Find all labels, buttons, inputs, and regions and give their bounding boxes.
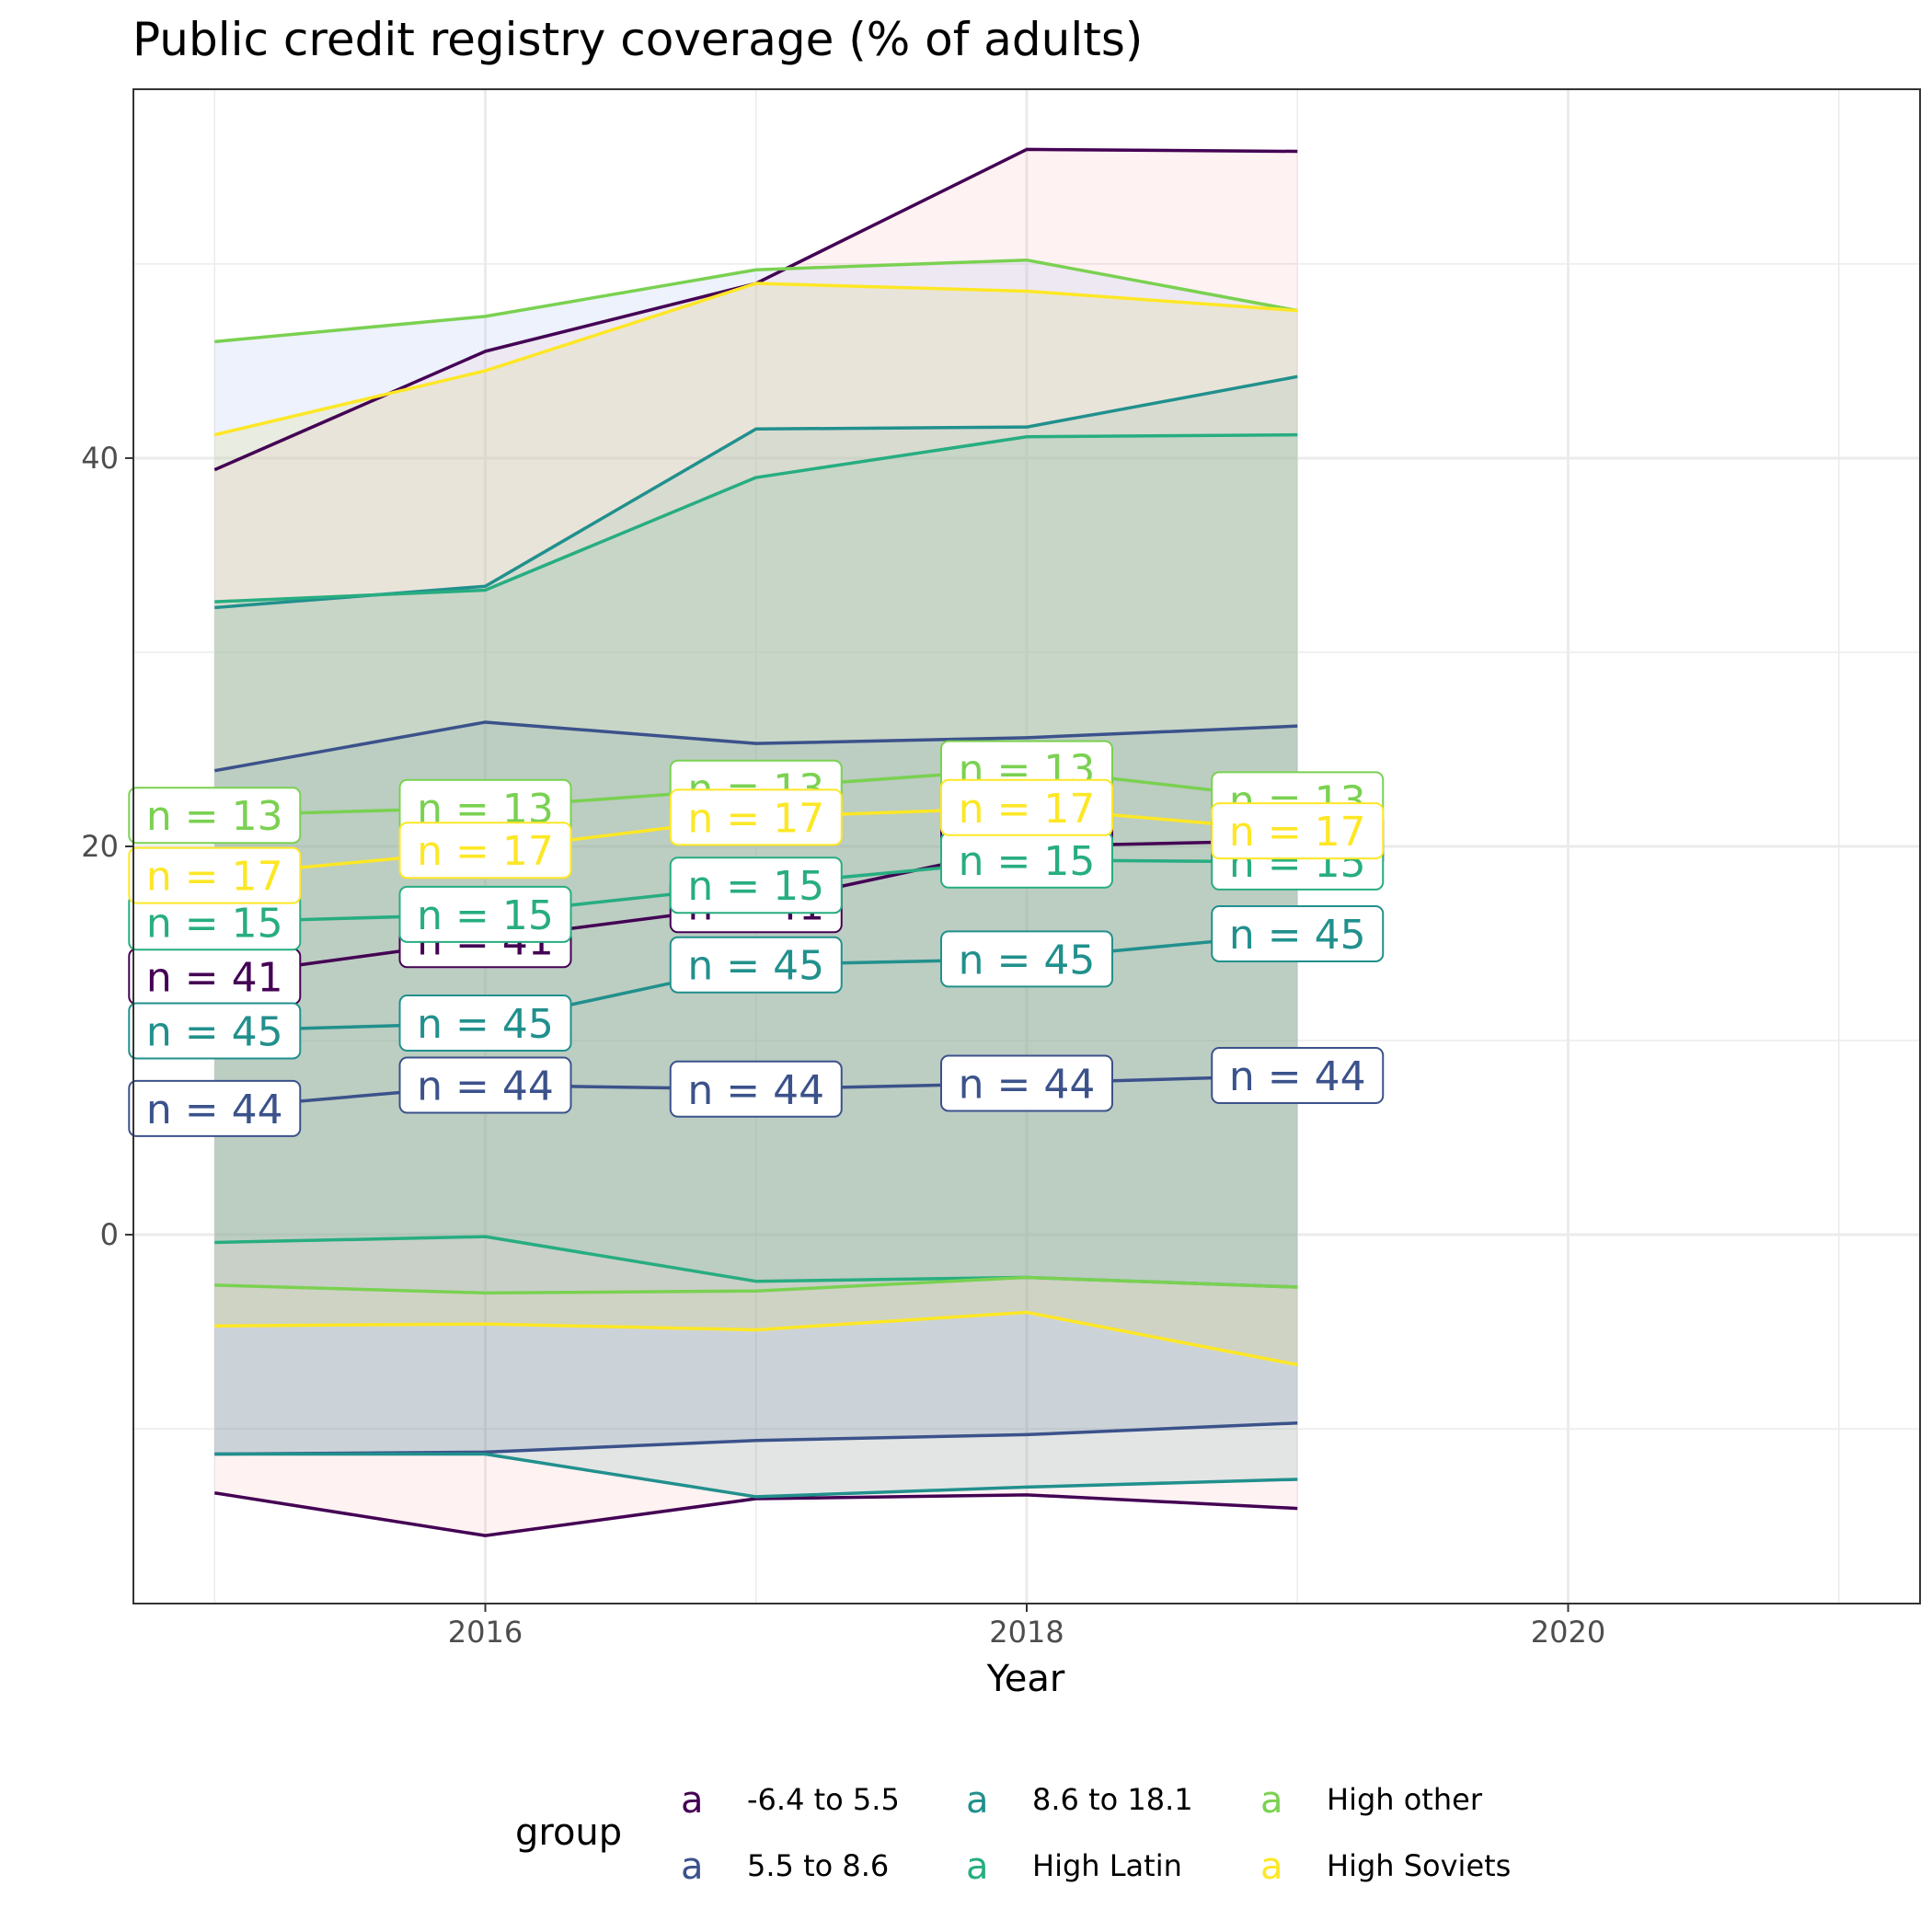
legend-key-glyph: a <box>966 1846 989 1888</box>
n-label-box <box>1211 802 1385 860</box>
n-label: n = 45 <box>669 936 843 994</box>
n-label: n = 44 <box>398 1056 572 1114</box>
n-label-text: n = 45 <box>959 937 1096 983</box>
n-label-text: n = 44 <box>417 1064 554 1110</box>
n-label-box <box>669 788 843 846</box>
legend-item-label: -6.4 to 5.5 <box>747 1782 900 1817</box>
legend-key-glyph: a <box>966 1779 989 1822</box>
n-label-box <box>398 822 572 880</box>
y-tick-label: 20 <box>81 829 119 864</box>
n-label-text: n = 45 <box>1229 912 1366 959</box>
legend-item-label: High Latin <box>1032 1848 1182 1883</box>
legend-key-glyph: a <box>1260 1846 1283 1888</box>
n-label-box <box>669 857 843 914</box>
series-line-lower <box>214 1310 1298 1367</box>
plot-lines <box>213 147 1298 1537</box>
n-label: n = 17 <box>1211 802 1385 860</box>
n-label: n = 17 <box>669 788 843 846</box>
n-label: n = 41 <box>128 948 302 1006</box>
n-label-box <box>128 787 302 845</box>
legend-item-label: 8.6 to 18.1 <box>1032 1782 1193 1817</box>
n-label: n = 17 <box>398 822 572 880</box>
n-label: n = 15 <box>940 831 1113 889</box>
n-label-box <box>669 936 843 994</box>
n-label: n = 44 <box>1211 1047 1385 1105</box>
n-label: n = 44 <box>940 1054 1113 1112</box>
n-label-box <box>1211 904 1385 962</box>
n-label-box <box>128 1079 302 1137</box>
n-label: n = 15 <box>128 893 302 951</box>
n-label-text: n = 17 <box>146 854 283 901</box>
n-label-text: n = 45 <box>417 1001 554 1048</box>
x-tick-label: 2020 <box>1531 1615 1605 1650</box>
n-label-box <box>128 1002 302 1060</box>
n-label: n = 15 <box>398 885 572 943</box>
legend: group a -6.4 to 5.5 a 5.5 to 8.6 a 8.6 to 18.… <box>515 1779 1511 1888</box>
n-label-text: n = 13 <box>146 793 283 840</box>
legend-item-label: High Soviets <box>1327 1848 1511 1883</box>
n-label-text: n = 17 <box>1229 809 1366 856</box>
chart-title: Public credit registry coverage (% of ad… <box>132 13 1143 66</box>
n-label: n = 44 <box>669 1060 843 1118</box>
n-label-text: n = 15 <box>417 892 554 939</box>
n-label-text: n = 45 <box>146 1008 283 1055</box>
series-line-upper <box>213 720 1298 773</box>
n-label: n = 44 <box>128 1079 302 1137</box>
legend-key-glyph: a <box>1260 1779 1283 1822</box>
legend-key-glyph: a <box>681 1846 704 1888</box>
n-label-box <box>398 1056 572 1114</box>
legend-title: group <box>515 1811 622 1854</box>
series-line-lower <box>214 1452 1298 1499</box>
n-label: n = 15 <box>669 857 843 914</box>
n-label-text: n = 17 <box>417 828 554 875</box>
n-label-box <box>669 1060 843 1118</box>
n-label-text: n = 15 <box>146 900 283 947</box>
n-label-text: n = 44 <box>687 1067 824 1114</box>
legend-key-glyph: a <box>681 1779 704 1822</box>
n-label-box <box>940 930 1113 988</box>
n-label-text: n = 41 <box>146 954 283 1001</box>
y-tick-label: 0 <box>100 1217 119 1252</box>
n-label-text: n = 15 <box>687 863 824 910</box>
x-tick-label: 2018 <box>989 1615 1064 1650</box>
n-label-text: n = 44 <box>959 1061 1096 1108</box>
n-label-box <box>1211 1047 1385 1105</box>
series-line-upper <box>213 282 1298 437</box>
n-label: n = 45 <box>1211 904 1385 962</box>
plot-labels: n = 41n = 41n = 41n = 41n = 41n = 44n = … <box>128 740 1385 1137</box>
x-axis-title: Year <box>986 1658 1065 1700</box>
n-label-text: n = 15 <box>959 838 1096 885</box>
series-line-upper <box>214 258 1298 344</box>
n-label: n = 17 <box>128 846 302 904</box>
n-label-box <box>940 778 1113 836</box>
n-label-text: n = 44 <box>1229 1053 1366 1100</box>
n-label-box <box>128 846 302 904</box>
n-label-text: n = 44 <box>146 1087 283 1133</box>
series-line-lower <box>213 1490 1298 1537</box>
n-label: n = 17 <box>940 778 1113 836</box>
y-tick-label: 40 <box>81 441 119 476</box>
n-label-box <box>940 1054 1113 1112</box>
x-tick-label: 2016 <box>448 1615 523 1650</box>
series-line-upper <box>214 432 1298 604</box>
n-label: n = 45 <box>398 995 572 1052</box>
n-label-text: n = 17 <box>959 786 1096 833</box>
n-label-text: n = 17 <box>687 795 824 842</box>
n-label-box <box>398 995 572 1052</box>
n-label-text: n = 45 <box>687 943 824 990</box>
legend-item-label: High other <box>1327 1782 1483 1817</box>
series-line-lower <box>214 1275 1298 1295</box>
n-label: n = 13 <box>128 787 302 845</box>
axis-ticks: 2016 2018 2020 0 20 40 <box>81 441 1605 1650</box>
n-label: n = 45 <box>940 930 1113 988</box>
n-label: n = 45 <box>128 1002 302 1060</box>
n-label-box <box>398 885 572 943</box>
legend-item-label: 5.5 to 8.6 <box>747 1848 889 1883</box>
